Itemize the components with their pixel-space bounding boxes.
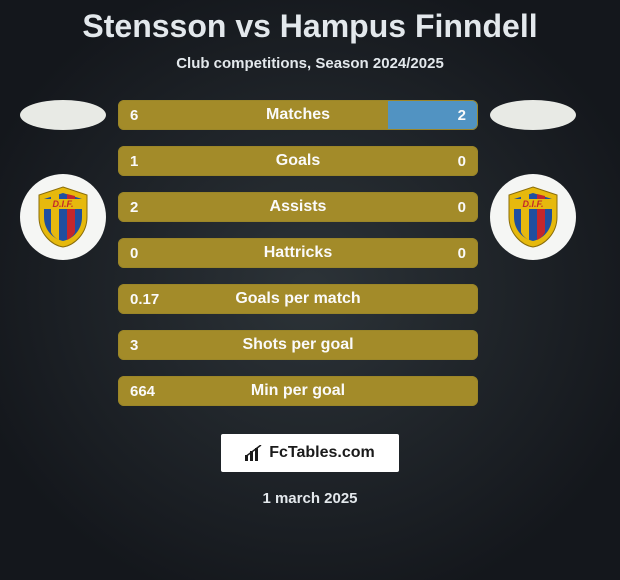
club-badge-left: D.I.F.: [20, 174, 106, 260]
stat-value-right: 2: [458, 100, 466, 130]
stat-row: 0.17 Goals per match: [118, 284, 478, 314]
stat-row: 664 Min per goal: [118, 376, 478, 406]
page-subtitle: Club competitions, Season 2024/2025: [176, 55, 444, 72]
date-text: 1 march 2025: [262, 490, 357, 507]
svg-text:D.I.F.: D.I.F.: [52, 199, 73, 209]
right-player-col: D.I.F.: [478, 100, 588, 260]
brand-badge[interactable]: FcTables.com: [221, 434, 399, 472]
content-row: D.I.F. 6 Matches 2 1 Goals 0 2 Assists 0…: [0, 100, 620, 406]
page-title: Stensson vs Hampus Finndell: [82, 8, 537, 45]
stat-value-right: 0: [458, 238, 466, 268]
left-player-col: D.I.F.: [8, 100, 118, 260]
stat-bars: 6 Matches 2 1 Goals 0 2 Assists 0 0 Hatt…: [118, 100, 478, 406]
player-photo-right: [490, 100, 576, 130]
stat-row: 2 Assists 0: [118, 192, 478, 222]
stat-row: 6 Matches 2: [118, 100, 478, 130]
stat-value-right: 0: [458, 146, 466, 176]
bar-chart-icon: [245, 445, 263, 461]
stat-label: Goals per match: [118, 284, 478, 314]
club-badge-right: D.I.F.: [490, 174, 576, 260]
comparison-card: Stensson vs Hampus Finndell Club competi…: [0, 0, 620, 580]
stat-label: Hattricks: [118, 238, 478, 268]
player-photo-left: [20, 100, 106, 130]
stat-label: Goals: [118, 146, 478, 176]
stat-row: 0 Hattricks 0: [118, 238, 478, 268]
stat-row: 3 Shots per goal: [118, 330, 478, 360]
stat-label: Assists: [118, 192, 478, 222]
brand-text: FcTables.com: [269, 444, 375, 462]
shield-icon: D.I.F.: [35, 185, 91, 249]
shield-icon: D.I.F.: [505, 185, 561, 249]
stat-value-right: 0: [458, 192, 466, 222]
stat-row: 1 Goals 0: [118, 146, 478, 176]
svg-text:D.I.F.: D.I.F.: [522, 199, 543, 209]
stat-label: Shots per goal: [118, 330, 478, 360]
stat-label: Matches: [118, 100, 478, 130]
stat-label: Min per goal: [118, 376, 478, 406]
